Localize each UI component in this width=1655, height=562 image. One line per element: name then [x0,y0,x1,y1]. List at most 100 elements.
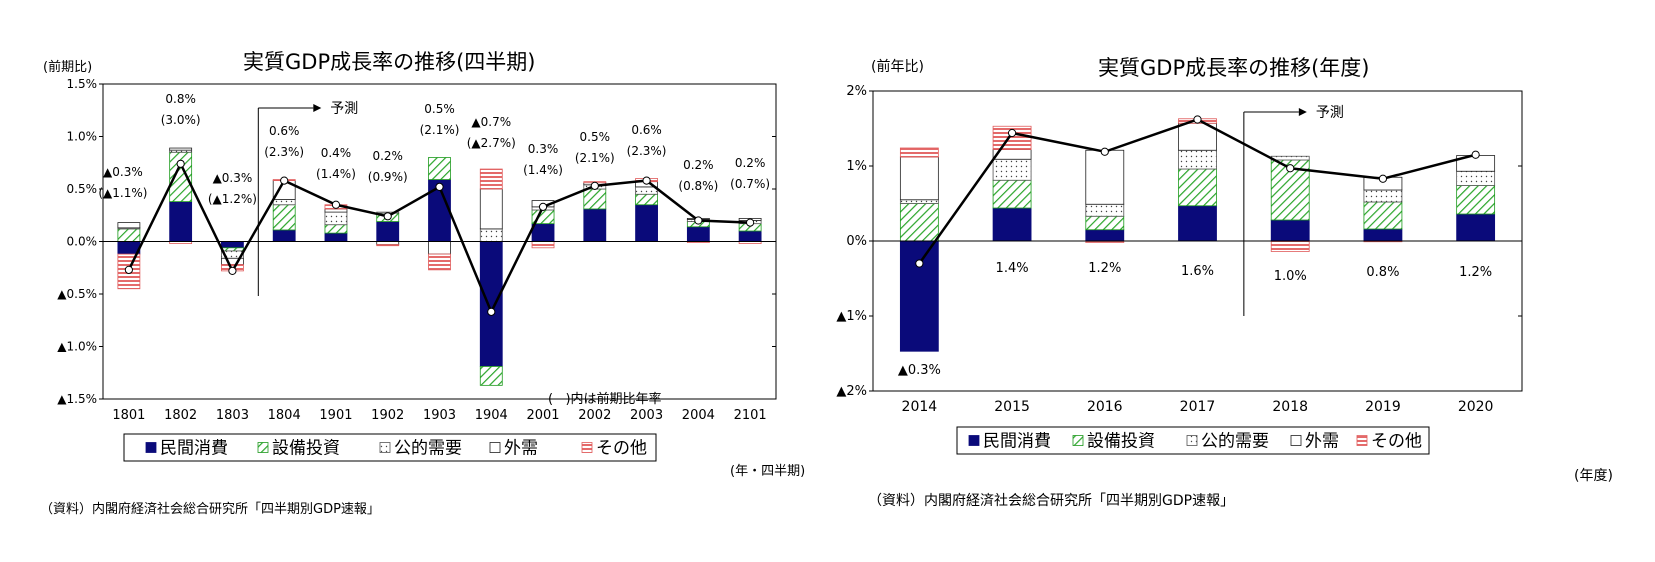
left-data-label-annualized: (0.9%) [368,170,408,184]
left-legend-label-other: その他 [596,439,647,459]
right-bar-investment [1178,168,1217,207]
left-data-label: 0.2% [683,158,714,172]
left-x-tick-label: 1803 [216,408,249,423]
left-x-tick-label: 1901 [319,408,352,423]
right-bar-public-demand [1456,170,1496,186]
left-y-tick-label: 0.5% [67,182,98,196]
left-data-label: 0.2% [372,149,403,163]
left-gdp-point [642,176,651,185]
right-bar-public-demand [1363,189,1403,203]
left-data-label: 0.5% [424,102,455,116]
right-legend-label-consumption: 民間消費 [983,432,1051,452]
left-bar-consumption [531,223,555,242]
right-x-tick-label: 2019 [1365,399,1401,415]
left-gdp-point [383,212,392,221]
left-gdp-point [746,218,755,227]
left-bar-other [479,168,503,190]
right-gdp-point [1193,115,1202,124]
right-legend-swatch-consumption [968,435,980,446]
left-bar-other [376,244,400,247]
left-x-tick-label: 1802 [164,408,197,423]
left-legend-label-consumption: 民間消費 [160,439,228,459]
right-gdp-point [1378,174,1388,183]
right-legend-label-external-demand: 外需 [1305,432,1339,452]
right-gdp-point [1286,164,1295,173]
left-bar-public-demand [272,199,296,206]
left-legend-label-external-demand: 外需 [504,439,538,459]
left-data-label-annualized: (▲1.1%) [98,186,147,200]
left-bar-external-demand [169,147,193,151]
right-bar-external-demand [899,156,939,201]
left-bar-public-demand [324,211,348,226]
left-bar-consumption [169,201,193,242]
left-data-label: 0.2% [735,156,766,170]
left-x-tick-label: 1801 [112,408,145,423]
left-data-label-annualized: (2.1%) [575,151,615,165]
right-bar-consumption [1456,213,1496,242]
right-legend-label-investment: 設備投資 [1087,432,1155,452]
left-x-tick-label: 2004 [682,408,715,423]
left-x-tick-label: 2001 [526,408,559,423]
left-x-tick-label: 1902 [371,408,404,423]
left-bar-investment [635,193,658,206]
right-bar-public-demand [992,158,1032,181]
right-data-label: 1.6% [1181,264,1214,279]
left-legend-label-public-demand: 公的需要 [394,439,462,459]
left-bar-consumption [686,226,710,242]
right-data-label: 1.4% [996,261,1029,276]
left-legend-swatch-external-demand [489,442,501,453]
right-y-tick-label: 1% [846,159,867,174]
left-gdp-point [538,202,548,211]
right-gdp-point [1007,128,1017,138]
right-data-label: 1.2% [1088,261,1121,276]
left-legend-label-investment: 設備投資 [272,439,340,459]
left-bar-consumption [738,230,762,242]
right-data-label: ▲0.3% [898,363,941,378]
left-bar-consumption [324,232,348,242]
right-forecast-arrowhead [1298,108,1307,116]
left-gdp-point [228,266,237,275]
right-x-tick-label: 2016 [1087,399,1123,415]
left-bar-external-demand [117,222,141,229]
right-bar-other [1270,240,1310,252]
left-gdp-point [176,159,185,168]
right-legend-swatch-other [1356,435,1368,446]
left-legend-swatch-other [581,442,593,453]
left-x-tick-label: 2101 [734,408,767,423]
left-data-label-annualized: (▲2.7%) [467,136,516,150]
left-x-tick-label: 1804 [268,408,301,423]
left-data-label-annualized: (0.7%) [730,177,770,191]
left-bar-consumption [479,241,503,367]
left-bar-other [531,241,555,249]
right-y-tick-label: ▲1% [836,309,867,324]
right-legend-label-public-demand: 公的需要 [1201,432,1269,452]
right-legend-swatch-investment [1072,435,1084,446]
right-bar-other [899,147,939,158]
right-x-tick-label: 2020 [1458,399,1494,415]
right-y-tick-label: 0% [846,234,867,249]
right-x-tick-label: 2018 [1272,399,1308,415]
right-bar-investment [1456,185,1496,215]
left-bar-investment [117,228,141,242]
right-data-label: 1.2% [1459,265,1492,280]
left-bar-external-demand [428,241,451,255]
left-gdp-point [435,182,444,191]
right-bar-public-demand [1178,149,1217,170]
left-bar-external-demand [324,208,348,213]
left-data-label: ▲0.3% [103,165,143,179]
left-bar-investment [479,366,503,386]
right-bar-investment [992,179,1032,209]
right-bar-public-demand [1085,203,1125,217]
left-bar-consumption [583,208,607,242]
right-bar-consumption [1178,205,1217,242]
left-y-tick-label: 1.5% [67,77,98,91]
left-bar-investment [221,247,244,252]
right-bar-consumption [1085,229,1125,242]
left-gdp-point [487,307,496,316]
left-data-label-annualized: (▲1.2%) [208,192,257,206]
left-legend-swatch-investment [257,442,269,453]
right-gdp-point [1471,150,1480,159]
left-gdp-point [124,265,133,274]
left-bar-external-demand [479,188,503,230]
